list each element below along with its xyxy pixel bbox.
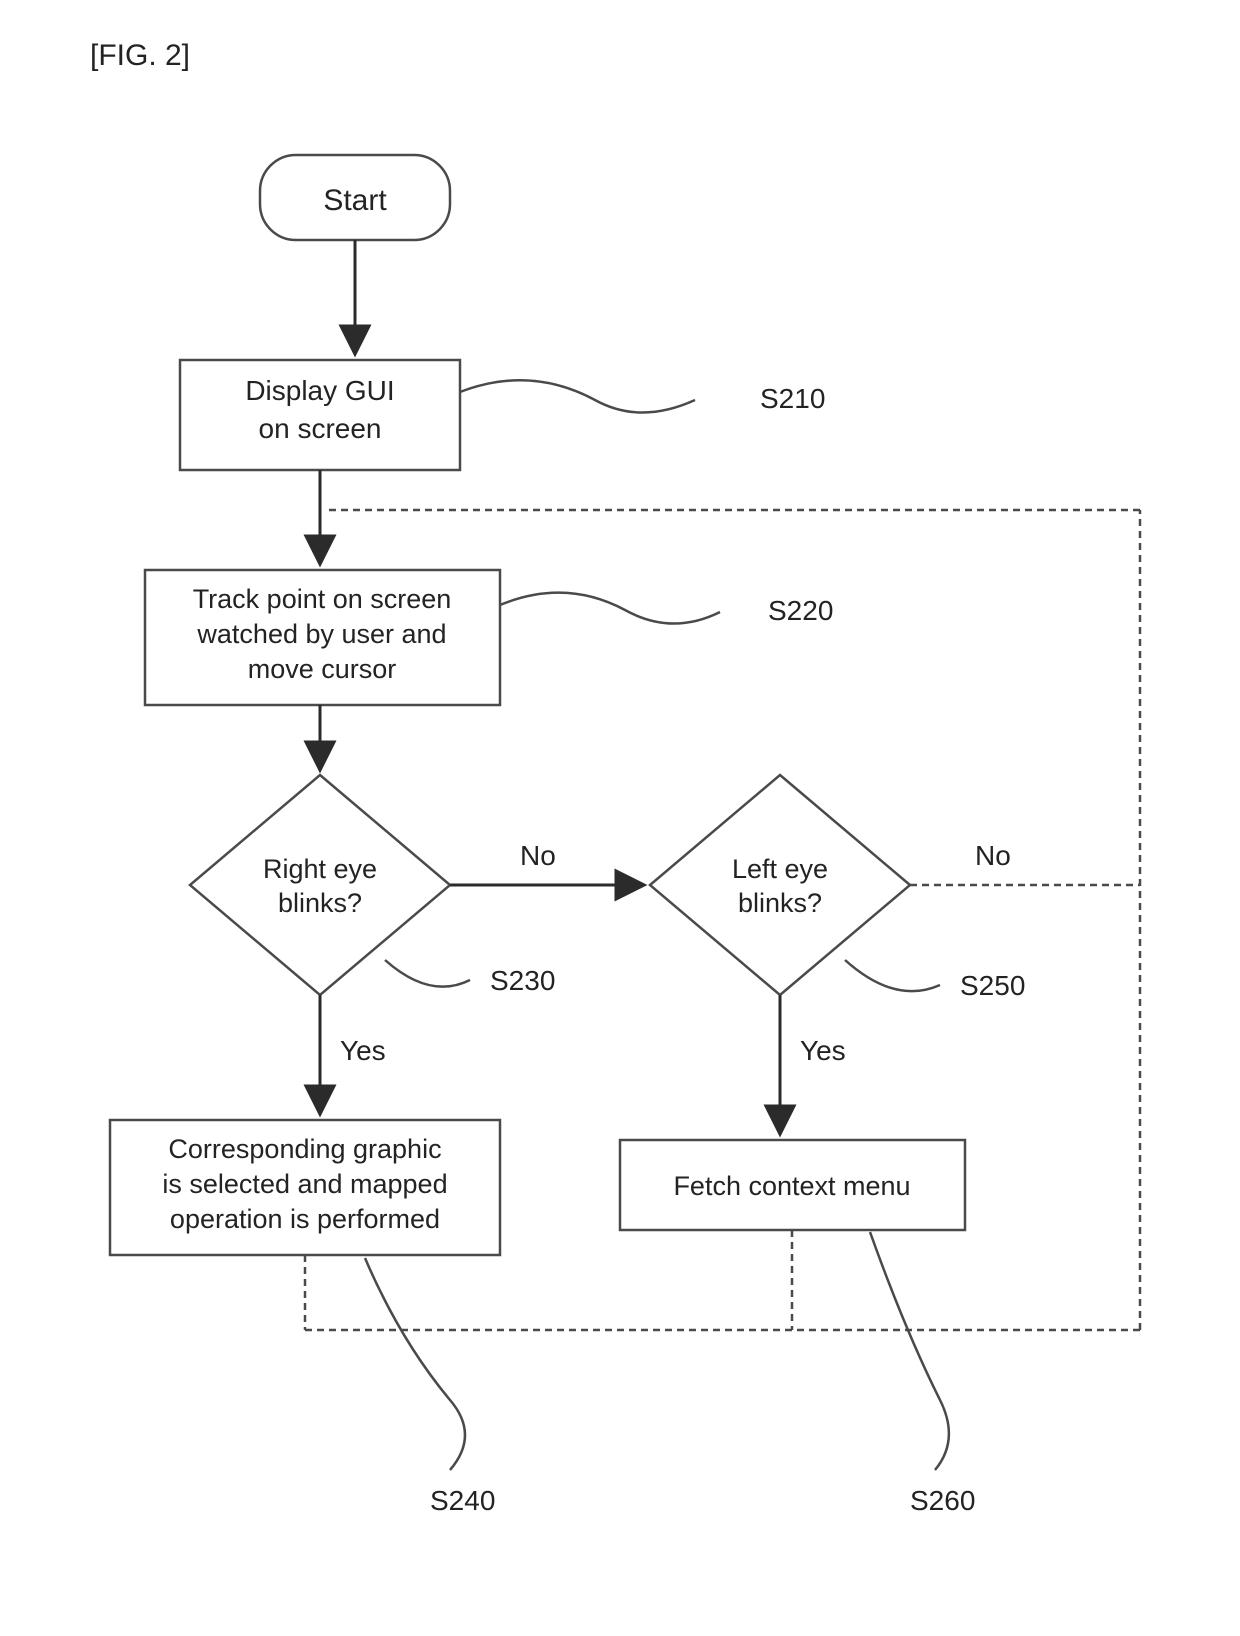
s240-l1: Corresponding graphic — [168, 1134, 441, 1164]
s210-l2: on screen — [259, 413, 382, 444]
tag-s220: S220 — [768, 595, 833, 626]
label-yes-2: Yes — [800, 1035, 846, 1066]
s220-l2: watched by user and — [196, 619, 446, 649]
node-s250 — [650, 775, 910, 995]
leader-s250 — [845, 960, 940, 991]
leader-s260 — [870, 1232, 949, 1470]
label-no-1: No — [520, 840, 556, 871]
figure-label: [FIG. 2] — [90, 39, 190, 72]
leader-s230 — [385, 960, 470, 987]
tag-s230: S230 — [490, 965, 555, 996]
s250-l2: blinks? — [738, 888, 822, 918]
label-no-2: No — [975, 840, 1011, 871]
s220-l3: move cursor — [248, 654, 397, 684]
s230-l2: blinks? — [278, 888, 362, 918]
label-yes-1: Yes — [340, 1035, 386, 1066]
s260-l1: Fetch context menu — [673, 1171, 910, 1201]
leader-s220 — [500, 593, 720, 624]
tag-s260: S260 — [910, 1485, 975, 1516]
flowchart: [FIG. 2] Start Display GUI on screen S21… — [0, 0, 1240, 1636]
s240-l3: operation is performed — [170, 1204, 440, 1234]
leader-s210 — [460, 380, 695, 412]
s230-l1: Right eye — [263, 854, 377, 884]
tag-s240: S240 — [430, 1485, 495, 1516]
s220-l1: Track point on screen — [193, 584, 452, 614]
node-start-label: Start — [323, 184, 387, 217]
s240-l2: is selected and mapped — [162, 1169, 447, 1199]
s250-l1: Left eye — [732, 854, 828, 884]
node-s230 — [190, 775, 450, 995]
tag-s210: S210 — [760, 383, 825, 414]
leader-s240 — [365, 1258, 465, 1470]
tag-s250: S250 — [960, 970, 1025, 1001]
s210-l1: Display GUI — [245, 375, 394, 406]
